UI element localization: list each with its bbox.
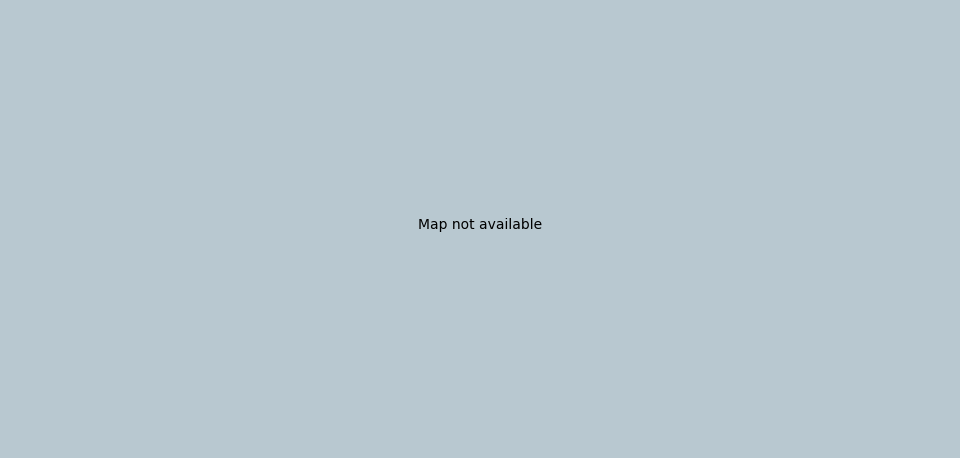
Text: Map not available: Map not available xyxy=(418,218,542,232)
